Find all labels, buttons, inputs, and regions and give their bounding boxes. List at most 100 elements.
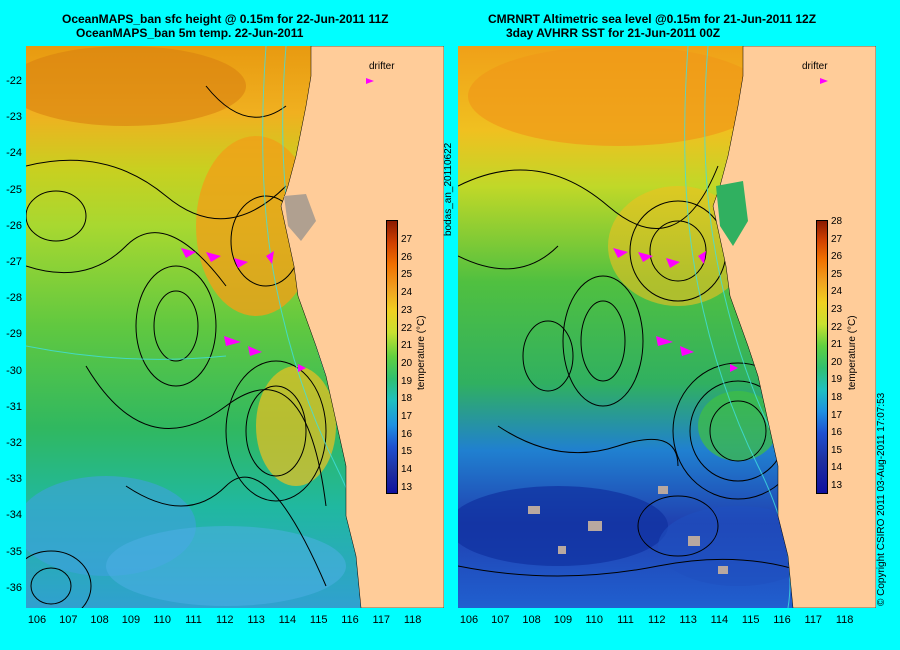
colorbar-tick-label: 15	[831, 444, 843, 456]
longitude-tick-label: 113	[247, 614, 265, 626]
left-land	[280, 46, 444, 608]
latitude-tick-label: -29	[6, 328, 22, 341]
longitude-tick-label: 113	[679, 614, 697, 626]
left-map-panel	[26, 46, 444, 608]
latitude-tick-label: -28	[6, 292, 22, 305]
longitude-tick-label: 115	[741, 614, 760, 626]
left-title-line2: OceanMAPS_ban 5m temp. 22-Jun-2011	[76, 26, 304, 40]
longitude-tick-label: 111	[617, 614, 634, 626]
colorbar-tick-label: 24	[831, 286, 843, 298]
right-cloud-mask	[528, 486, 728, 574]
colorbar-tick-label: 24	[401, 287, 413, 299]
left-drifter-legend-label: drifter	[369, 61, 395, 72]
left-colorbar	[386, 220, 398, 494]
colorbar-tick-label: 26	[401, 251, 413, 263]
left-drifter-tracks	[181, 78, 374, 372]
colorbar-tick-label: 13	[401, 481, 413, 493]
longitude-tick-label: 110	[153, 614, 171, 626]
longitude-tick-label: 108	[90, 614, 109, 626]
longitude-tick-label: 107	[491, 614, 510, 626]
longitude-tick-label: 118	[835, 614, 854, 626]
colorbar-tick-label: 14	[831, 462, 843, 474]
longitude-tick-label: 118	[403, 614, 422, 626]
colorbar-tick-label: 27	[831, 233, 843, 245]
latitude-tick-label: -36	[6, 581, 22, 594]
longitude-tick-label: 110	[585, 614, 603, 626]
colorbar-tick-label: 21	[401, 340, 413, 352]
right-green-patch	[698, 391, 778, 461]
longitude-tick-label: 114	[710, 614, 729, 626]
colorbar-tick-label: 21	[831, 339, 843, 351]
longitude-tick-label: 109	[121, 614, 141, 626]
latitude-tick-label: -25	[6, 183, 22, 196]
longitude-tick-label: 116	[341, 614, 359, 626]
left-contours	[26, 85, 327, 608]
left-map-svg	[26, 46, 444, 608]
longitude-tick-label: 117	[804, 614, 823, 626]
colorbar-tick-label: 27	[401, 234, 413, 245]
right-warm-patch	[468, 46, 768, 146]
longitude-tick-label: 106	[27, 614, 47, 626]
colorbar-tick-label: 19	[401, 375, 413, 387]
right-map-svg	[458, 46, 876, 608]
colorbar-tick-label: 23	[831, 304, 843, 315]
longitude-tick-label: 108	[522, 614, 541, 626]
longitude-tick-label: 117	[372, 614, 391, 626]
right-map-panel	[458, 46, 876, 608]
colorbar-tick-label: 16	[401, 428, 413, 440]
right-island	[716, 181, 748, 246]
longitude-tick-label: 114	[278, 614, 297, 626]
longitude-tick-label: 115	[309, 614, 328, 626]
colorbar-tick-label: 19	[831, 374, 843, 386]
colorbar-tick-label: 17	[401, 411, 413, 422]
colorbar-tick-label: 17	[831, 409, 843, 421]
mid-run-label: bodas_an_20110622	[443, 142, 454, 236]
longitude-tick-label: 107	[59, 614, 78, 626]
right-title-line1: CMRNRT Altimetric sea level @0.15m for 2…	[488, 12, 817, 26]
latitude-tick-label: -26	[6, 219, 22, 232]
latitude-tick-label: -31	[6, 400, 22, 413]
longitude-tick-label: 112	[216, 614, 234, 626]
colorbar-tick-label: 16	[831, 427, 843, 439]
right-cool-patch	[458, 486, 668, 566]
left-warm-eddy	[196, 136, 316, 316]
colorbar-tick-label: 22	[401, 322, 413, 334]
colorbar-tick-label: 15	[401, 446, 413, 458]
longitude-tick-label: 109	[553, 614, 573, 626]
longitude-tick-label: 111	[185, 614, 202, 626]
colorbar-tick-label: 13	[831, 480, 843, 491]
right-drifter-legend-label: drifter	[802, 61, 828, 72]
left-title-line1: OceanMAPS_ban sfc height @ 0.15m for 22-…	[62, 12, 389, 26]
right-colorbar-label: temperature (°C)	[847, 315, 858, 390]
latitude-tick-label: -22	[6, 75, 22, 87]
colorbar-tick-label: 23	[401, 304, 413, 316]
latitude-tick-label: -33	[6, 473, 22, 486]
colorbar-tick-label: 20	[401, 357, 413, 369]
right-title-line2: 3day AVHRR SST for 21-Jun-2011 00Z	[506, 26, 721, 40]
colorbar-tick-label: 18	[401, 393, 413, 405]
latitude-tick-label: -32	[6, 437, 22, 449]
latitude-tick-label: -23	[6, 111, 22, 124]
left-cool-patch	[106, 526, 346, 606]
longitude-tick-label: 116	[773, 614, 791, 626]
longitude-tick-label: 106	[459, 614, 479, 626]
right-colorbar	[816, 220, 828, 494]
colorbar-tick-label: 14	[401, 464, 413, 476]
right-land	[712, 46, 876, 608]
colorbar-tick-label: 18	[831, 392, 843, 403]
colorbar-tick-label: 22	[831, 321, 843, 333]
left-colorbar-label: temperature (°C)	[416, 315, 427, 390]
latitude-tick-label: -34	[6, 509, 22, 522]
colorbar-tick-label: 28	[831, 216, 843, 227]
latitude-tick-label: -35	[6, 545, 22, 558]
latitude-tick-label: -27	[6, 256, 22, 268]
left-warm-eddy	[26, 46, 246, 126]
colorbar-tick-label: 20	[831, 356, 843, 368]
left-warm-eddy	[256, 366, 336, 486]
colorbar-tick-label: 25	[401, 269, 413, 281]
right-warm-patch	[608, 186, 748, 306]
copyright-label: © Copyright CSIRO 2011 03-Aug-2011 17:07…	[876, 392, 887, 606]
latitude-tick-label: -30	[6, 364, 22, 377]
colorbar-tick-label: 26	[831, 251, 843, 263]
longitude-tick-label: 112	[648, 614, 666, 626]
